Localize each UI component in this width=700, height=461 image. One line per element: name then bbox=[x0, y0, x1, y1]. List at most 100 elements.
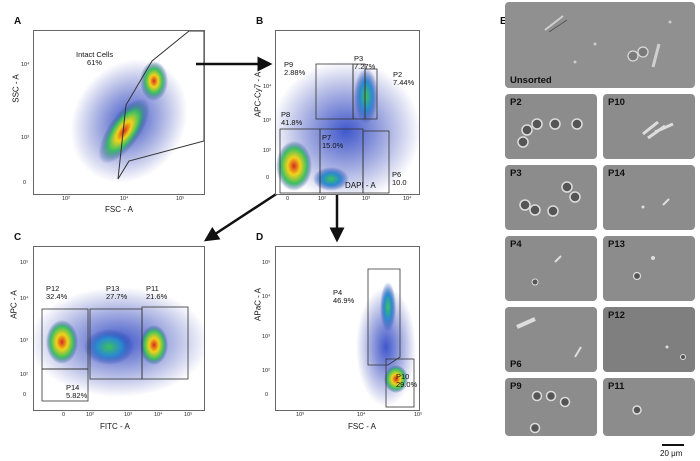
gate-label-p14: P14 5.82% bbox=[66, 383, 88, 400]
panel-b-xtick: 10⁴ bbox=[403, 196, 412, 202]
scale-bar-label: 20 μm bbox=[660, 449, 683, 458]
micrograph-p11: P11 bbox=[603, 378, 695, 436]
tile-label-p10: P10 bbox=[608, 97, 625, 108]
panel-b-ytick: 10³ bbox=[263, 118, 271, 124]
gate-label-p6: P6 10.0 bbox=[392, 170, 407, 187]
micrograph-p10: P10 bbox=[603, 94, 695, 159]
density-cluster-p7 bbox=[313, 167, 349, 191]
gate-label-p8: P8 41.8% bbox=[281, 110, 303, 127]
tile-label-p3: P3 bbox=[510, 168, 522, 179]
tile-label-p14: P14 bbox=[608, 168, 625, 179]
panel-d-xtick: 10⁵ bbox=[414, 412, 423, 418]
gate-intact-cells bbox=[117, 31, 204, 180]
panel-b-plot: P9 2.88% P3 7.27% P2 7.44% P8 41.8% P7 15.0% … bbox=[275, 30, 420, 195]
gate-label-p2: P2 7.44% bbox=[393, 70, 415, 87]
panel-a-xlabel: FSC - A bbox=[105, 205, 134, 214]
tile-label-p6: P6 bbox=[510, 359, 522, 370]
panel-d-ylabel: APaC - A bbox=[253, 288, 263, 321]
panel-b-xtick: 0 bbox=[286, 196, 290, 202]
panel-letter-c: C bbox=[14, 232, 22, 243]
panel-a-ytick: 0 bbox=[23, 180, 27, 186]
panel-a-xtick: 10⁴ bbox=[120, 196, 129, 202]
density-cluster-p11 bbox=[140, 325, 168, 365]
panel-a-ylabel: SSC - A bbox=[11, 74, 21, 103]
gate-p6 bbox=[362, 130, 390, 194]
gate-p11 bbox=[141, 306, 189, 380]
tile-label-unsorted: Unsorted bbox=[510, 75, 552, 86]
panel-c-ytick: 0 bbox=[23, 392, 27, 398]
panel-b-xlabel: DAPI - A bbox=[345, 181, 376, 190]
tile-label-p12: P12 bbox=[608, 310, 625, 321]
micrograph-unsorted: Unsorted bbox=[505, 2, 695, 88]
panel-letter-e: E bbox=[500, 16, 507, 27]
panel-b-ytick: 10⁴ bbox=[263, 84, 272, 90]
panel-d-ytick: 10³ bbox=[262, 334, 270, 340]
panel-c-xtick: 0 bbox=[62, 412, 66, 418]
panel-c-ytick: 10⁴ bbox=[20, 296, 29, 302]
panel-a-xtick: 10⁵ bbox=[176, 196, 185, 202]
panel-a-xtick: 10² bbox=[62, 196, 70, 202]
density-cluster-p10 bbox=[384, 365, 408, 393]
panel-c-plot: P12 32.4% P13 27.7% P11 21.6% P14 5.82% bbox=[33, 246, 205, 411]
density-cluster-p13 bbox=[84, 329, 134, 365]
micrograph-p4: P4 bbox=[505, 236, 597, 301]
micrograph-p3: P3 bbox=[505, 165, 597, 230]
micrograph-p12: P12 bbox=[603, 307, 695, 372]
panel-c-ylabel: APC - A bbox=[9, 290, 19, 319]
tile-label-p2: P2 bbox=[510, 97, 522, 108]
micrograph-p2: P2 bbox=[505, 94, 597, 159]
panel-letter-b: B bbox=[256, 16, 264, 27]
panel-d-xtick: 10³ bbox=[296, 412, 304, 418]
density-cluster-p8 bbox=[276, 141, 312, 191]
panel-b-ylabel: APC-Cy7 - A bbox=[253, 71, 263, 118]
panel-b-ytick: 10² bbox=[263, 148, 271, 154]
tile-label-p13: P13 bbox=[608, 239, 625, 250]
gate-label-p10: P10 29.0% bbox=[396, 372, 418, 389]
panel-c-xtick: 10⁵ bbox=[184, 412, 193, 418]
panel-letter-d: D bbox=[256, 232, 264, 243]
panel-d-ytick: 0 bbox=[265, 392, 269, 398]
panel-c-ytick: 10³ bbox=[20, 338, 28, 344]
panel-a-ytick: 10³ bbox=[21, 135, 29, 141]
density-cluster-p12 bbox=[46, 320, 78, 364]
panel-c-ytick: 10² bbox=[20, 372, 28, 378]
gate-label-p11: P11 21.6% bbox=[146, 284, 168, 301]
panel-letter-a: A bbox=[14, 16, 22, 27]
panel-c-xtick: 10² bbox=[86, 412, 94, 418]
density-cluster-p4 bbox=[380, 282, 396, 332]
panel-d-ytick: 10⁵ bbox=[262, 260, 271, 266]
panel-d-ytick: 10² bbox=[262, 368, 270, 374]
gate-label-p7: P7 15.0% bbox=[322, 133, 344, 150]
scale-bar bbox=[662, 444, 684, 446]
gate-p4 bbox=[367, 268, 401, 366]
density-cluster-upper bbox=[140, 61, 168, 101]
density-background bbox=[276, 61, 419, 194]
gate-label-p4: P4 46.9% bbox=[333, 288, 355, 305]
density-cluster-p3 bbox=[354, 68, 378, 124]
panel-d-xtick: 10⁴ bbox=[357, 412, 366, 418]
gate-label-p12: P12 32.4% bbox=[46, 284, 68, 301]
gate-p14 bbox=[41, 368, 89, 402]
micrograph-p13: P13 bbox=[603, 236, 695, 301]
tile-label-p4: P4 bbox=[510, 239, 522, 250]
panel-c-xtick: 10⁴ bbox=[154, 412, 163, 418]
gate-label-p3: P3 7.27% bbox=[354, 54, 376, 71]
panel-d-ytick: 10⁴ bbox=[262, 294, 271, 300]
density-cluster-lower bbox=[98, 98, 150, 164]
panel-b-ytick: 0 bbox=[266, 175, 270, 181]
micrograph-p6: P6 bbox=[505, 307, 597, 372]
gate-p2 bbox=[364, 68, 378, 120]
micrograph-p9: P9 bbox=[505, 378, 597, 436]
micrograph-p14: P14 bbox=[603, 165, 695, 230]
panel-c-ytick: 10⁵ bbox=[20, 260, 29, 266]
tile-label-p9: P9 bbox=[510, 381, 522, 392]
panel-b-xtick: 10² bbox=[318, 196, 326, 202]
gate-p10 bbox=[385, 358, 415, 408]
panel-a-plot: Intact Cells 61% bbox=[33, 30, 205, 195]
tile-label-p11: P11 bbox=[608, 381, 625, 392]
gate-label-intact-cells: Intact Cells 61% bbox=[76, 50, 114, 67]
gate-label-p9: P9 2.88% bbox=[284, 60, 306, 77]
gate-label-p13: P13 27.7% bbox=[106, 284, 128, 301]
panel-c-xtick: 10³ bbox=[124, 412, 132, 418]
panel-d-plot: P4 46.9% P10 29.0% bbox=[275, 246, 420, 411]
